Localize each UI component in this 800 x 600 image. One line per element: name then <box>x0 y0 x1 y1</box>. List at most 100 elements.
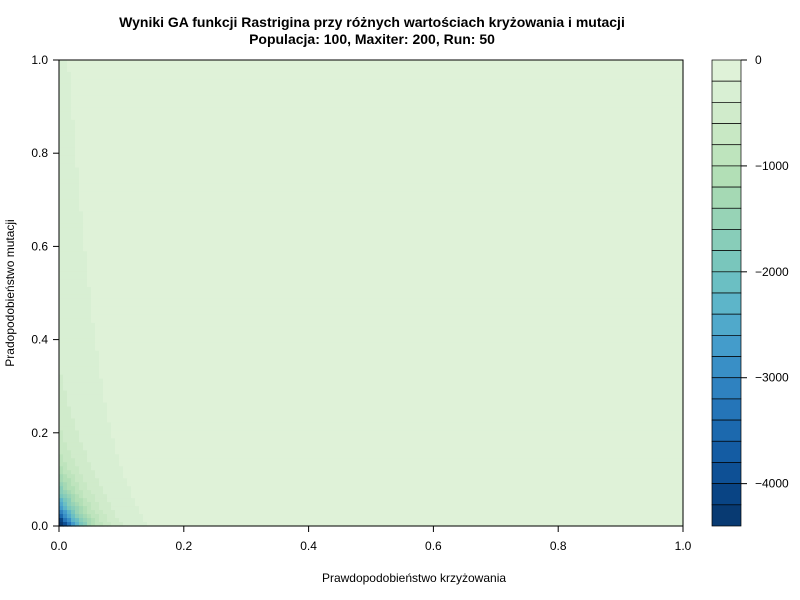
contour-cell <box>327 67 332 73</box>
contour-cell <box>551 71 556 77</box>
contour-cell <box>195 155 200 161</box>
contour-cell <box>543 143 548 149</box>
contour-cell <box>263 79 268 85</box>
contour-cell <box>307 91 312 97</box>
contour-cell <box>595 111 600 117</box>
contour-cell <box>243 183 248 189</box>
contour-cell <box>387 127 392 133</box>
contour-cell <box>679 99 684 105</box>
contour-cell <box>127 115 132 121</box>
contour-cell <box>643 131 648 137</box>
contour-cell <box>563 147 568 153</box>
contour-cell <box>75 119 80 125</box>
contour-cell <box>567 107 572 113</box>
contour-cell <box>95 87 100 93</box>
contour-cell <box>427 151 432 157</box>
contour-cell <box>623 163 628 169</box>
contour-cell <box>455 71 460 77</box>
contour-cell <box>255 143 260 149</box>
contour-cell <box>451 79 456 85</box>
contour-cell <box>223 103 228 109</box>
contour-cell <box>147 60 152 65</box>
contour-cell <box>79 155 84 161</box>
contour-cell <box>667 107 672 113</box>
contour-cell <box>675 175 680 181</box>
contour-cell <box>499 151 504 157</box>
contour-cell <box>147 179 152 185</box>
contour-cell <box>471 175 476 181</box>
contour-cell <box>455 67 460 73</box>
contour-cell <box>71 143 76 149</box>
contour-cell <box>159 71 164 77</box>
contour-cell <box>639 151 644 157</box>
contour-cell <box>423 63 428 69</box>
contour-cell <box>511 143 516 149</box>
contour-cell <box>91 83 96 89</box>
contour-cell <box>319 60 324 65</box>
contour-cell <box>311 151 316 157</box>
contour-cell <box>523 127 528 133</box>
contour-cell <box>171 60 176 65</box>
contour-cell <box>135 155 140 161</box>
contour-cell <box>159 119 164 125</box>
contour-cell <box>671 79 676 85</box>
contour-cell <box>343 115 348 121</box>
contour-cell <box>251 139 256 145</box>
contour-cell <box>247 127 252 133</box>
contour-cell <box>291 83 296 89</box>
contour-cell <box>511 155 516 161</box>
contour-cell <box>535 143 540 149</box>
contour-cell <box>307 147 312 153</box>
contour-cell <box>251 119 256 125</box>
contour-cell <box>547 135 552 141</box>
contour-cell <box>463 131 468 137</box>
contour-cell <box>499 83 504 89</box>
contour-cell <box>299 139 304 145</box>
contour-cell <box>91 139 96 145</box>
contour-cell <box>127 127 132 133</box>
contour-cell <box>607 131 612 137</box>
contour-cell <box>159 139 164 145</box>
contour-cell <box>223 91 228 97</box>
contour-cell <box>403 127 408 133</box>
contour-cell <box>631 123 636 129</box>
contour-cell <box>451 119 456 125</box>
contour-cell <box>199 115 204 121</box>
contour-cell <box>219 71 224 77</box>
contour-cell <box>555 159 560 165</box>
contour-cell <box>375 99 380 105</box>
contour-cell <box>483 63 488 69</box>
contour-cell <box>283 143 288 149</box>
contour-cell <box>571 183 576 189</box>
contour-cell <box>423 179 428 185</box>
contour-cell <box>147 83 152 89</box>
contour-cell <box>103 123 108 129</box>
contour-cell <box>431 79 436 85</box>
contour-cell <box>595 99 600 105</box>
contour-cell <box>607 159 612 165</box>
contour-cell <box>255 183 260 189</box>
contour-cell <box>295 87 300 93</box>
contour-cell <box>287 71 292 77</box>
contour-cell <box>599 75 604 81</box>
contour-cell <box>287 99 292 105</box>
contour-cell <box>527 155 532 161</box>
contour-cell <box>479 95 484 101</box>
contour-cell <box>203 155 208 161</box>
contour-cell <box>383 119 388 125</box>
contour-cell <box>643 163 648 169</box>
contour-cell <box>407 119 412 125</box>
contour-cell <box>259 163 264 169</box>
contour-cell <box>191 60 196 65</box>
contour-cell <box>175 127 180 133</box>
contour-cell <box>423 99 428 105</box>
contour-cell <box>563 143 568 149</box>
contour-cell <box>87 151 92 157</box>
contour-cell <box>163 151 168 157</box>
contour-cell <box>247 159 252 165</box>
contour-cell <box>511 179 516 185</box>
contour-cell <box>151 60 156 65</box>
contour-cell <box>527 131 532 137</box>
contour-cell <box>659 155 664 161</box>
contour-cell <box>475 87 480 93</box>
